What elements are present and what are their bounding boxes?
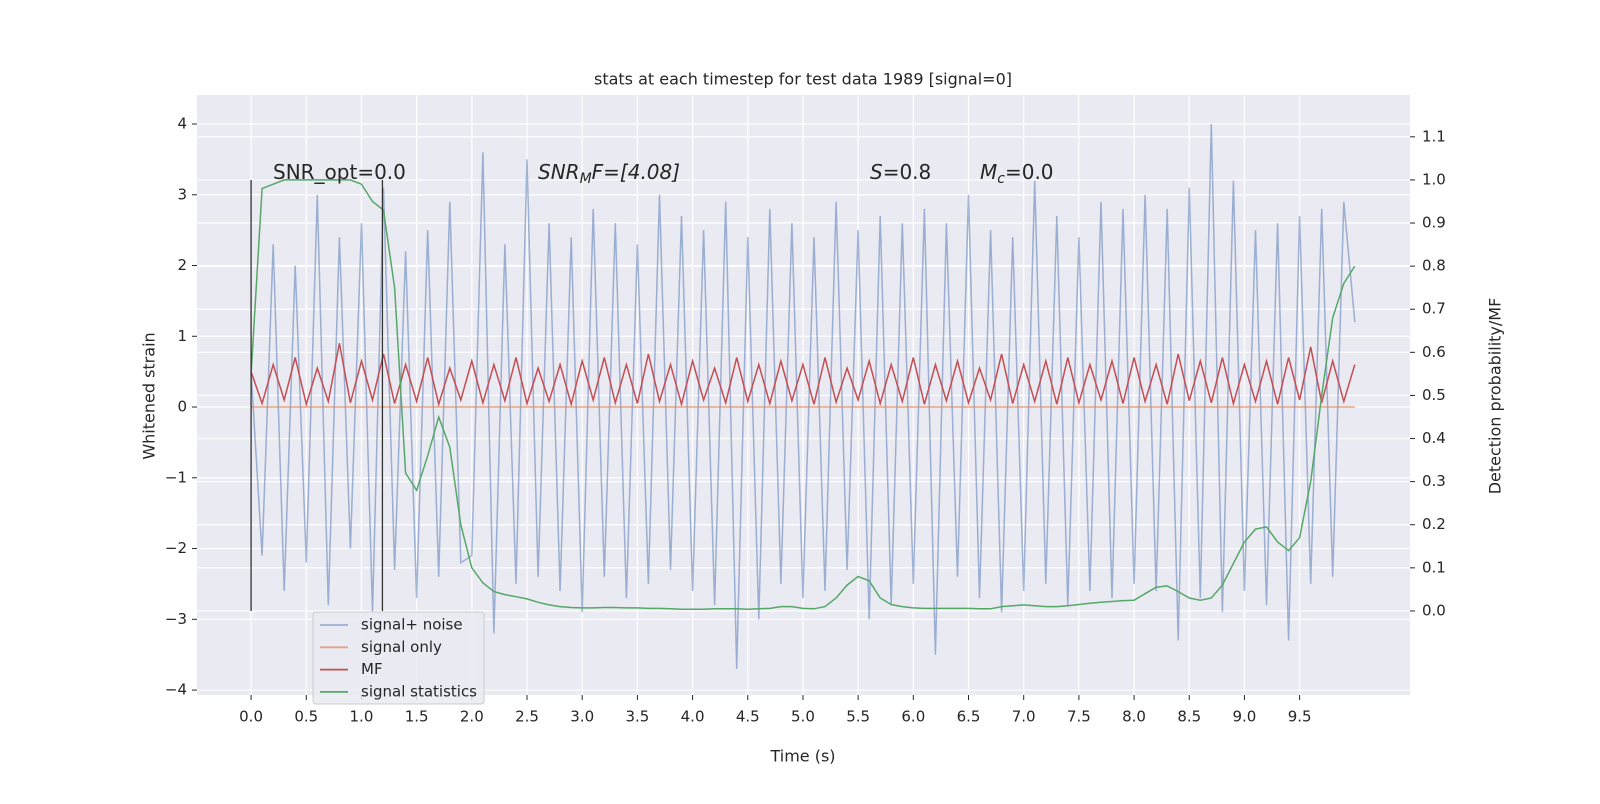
x-tick-label: 3.0 bbox=[570, 708, 594, 726]
y2-tick-label: 0.9 bbox=[1422, 214, 1446, 232]
annotation: Mc=0.0 bbox=[980, 160, 1054, 188]
y-tick-label: 0 bbox=[177, 398, 187, 416]
y2-tick-label: 0.8 bbox=[1422, 257, 1446, 275]
x-tick-label: 7.5 bbox=[1067, 708, 1091, 726]
x-tick-label: 2.5 bbox=[515, 708, 539, 726]
x-tick-label: 4.0 bbox=[681, 708, 705, 726]
series-line bbox=[250, 123, 1356, 669]
chart-title: stats at each timestep for test data 198… bbox=[594, 70, 1012, 89]
annotation-part: M bbox=[980, 160, 997, 184]
annotation: SNR_opt=0.0 bbox=[273, 160, 406, 184]
y2-tick-label: 0.1 bbox=[1422, 558, 1446, 576]
y2-axis-label: Detection probability/MF bbox=[1486, 298, 1505, 495]
annotation-part: SNR_opt=0.0 bbox=[273, 160, 406, 184]
y-tick-label: 2 bbox=[177, 256, 187, 274]
annotation-part: M bbox=[580, 171, 592, 187]
legend-label: signal only bbox=[361, 638, 442, 656]
series-line bbox=[250, 179, 1356, 610]
y2-tick-label: 1.1 bbox=[1422, 127, 1446, 145]
x-tick-label: 1.0 bbox=[350, 708, 374, 726]
x-tick-label: 3.5 bbox=[625, 708, 649, 726]
y2-tick-label: 0.5 bbox=[1422, 386, 1446, 404]
marks bbox=[250, 123, 1356, 669]
x-tick-label: 6.5 bbox=[957, 708, 981, 726]
y2-tick-label: 0.0 bbox=[1422, 601, 1446, 619]
y-tick-label: 1 bbox=[177, 327, 187, 345]
x-tick-label: 6.0 bbox=[901, 708, 925, 726]
y-tick-label: 4 bbox=[177, 115, 187, 133]
y-tick-label: −2 bbox=[165, 539, 187, 557]
legend-box bbox=[312, 611, 485, 705]
x-tick-label: 5.5 bbox=[846, 708, 870, 726]
y2-tick-label: 0.2 bbox=[1422, 515, 1446, 533]
legend-label: signal+ noise bbox=[361, 616, 463, 634]
y2-tick-label: 0.6 bbox=[1422, 343, 1446, 361]
y-tick-label: −1 bbox=[165, 468, 187, 486]
y2-tick-label: 1.0 bbox=[1422, 170, 1446, 188]
x-axis-label: Time (s) bbox=[769, 747, 835, 766]
legend-label: MF bbox=[361, 660, 383, 678]
x-tick-label: 5.0 bbox=[791, 708, 815, 726]
x-tick-label: 1.5 bbox=[405, 708, 429, 726]
annotation: S=0.8 bbox=[870, 160, 931, 184]
x-tick-label: 2.0 bbox=[460, 708, 484, 726]
annotation-part: =0.0 bbox=[1005, 160, 1054, 184]
annotation: SNRMF=[4.08] bbox=[538, 160, 680, 188]
y2-tick-label: 0.7 bbox=[1422, 300, 1446, 318]
y-tick-label: −4 bbox=[165, 681, 187, 699]
x-tick-label: 0.0 bbox=[239, 708, 263, 726]
annotation-part: F=[4.08] bbox=[592, 160, 680, 184]
x-tick-label: 9.5 bbox=[1288, 708, 1312, 726]
annotation-part: SNR bbox=[538, 160, 580, 184]
x-tick-label: 9.0 bbox=[1233, 708, 1257, 726]
annotation-part: c bbox=[997, 171, 1005, 187]
y-tick-label: −3 bbox=[165, 610, 187, 628]
y-axis-label: Whitened strain bbox=[140, 332, 159, 459]
x-tick-label: 7.0 bbox=[1012, 708, 1036, 726]
y2-tick-label: 0.3 bbox=[1422, 472, 1446, 490]
x-tick-label: 8.0 bbox=[1122, 708, 1146, 726]
y-tick-label: 3 bbox=[177, 185, 187, 203]
y2-tick-label: 0.4 bbox=[1422, 429, 1446, 447]
annotation-part: =0.8 bbox=[883, 160, 932, 184]
x-tick-label: 8.5 bbox=[1177, 708, 1201, 726]
annotation-part: S bbox=[870, 160, 883, 184]
x-tick-label: 0.5 bbox=[294, 708, 318, 726]
x-tick-label: 4.5 bbox=[736, 708, 760, 726]
series-line bbox=[250, 343, 1356, 408]
legend-label: signal statistics bbox=[361, 682, 477, 700]
legend: signal+ noise signal only MF signal statist… bbox=[312, 611, 485, 705]
